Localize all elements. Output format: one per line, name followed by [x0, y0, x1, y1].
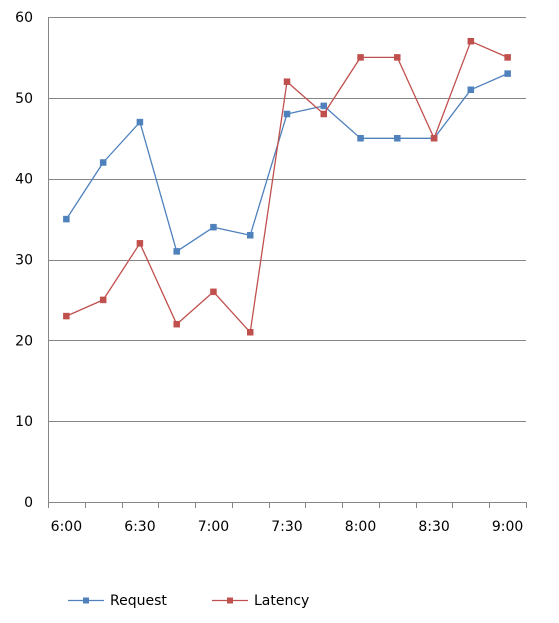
- y-tick-label: 20: [15, 333, 33, 349]
- data-point: [173, 248, 180, 255]
- legend-item-request: Request: [68, 593, 167, 609]
- y-tick-label: 50: [15, 91, 33, 107]
- data-point: [210, 223, 217, 231]
- data-point: [467, 38, 475, 45]
- data-point: [246, 232, 254, 239]
- legend-swatch-marker: [227, 597, 233, 604]
- data-point: [430, 135, 438, 142]
- x-tick-label: 7:00: [198, 519, 229, 535]
- y-tick-labels: 0 10 20 30 40 50 60: [15, 10, 33, 511]
- data-point: [99, 296, 107, 304]
- legend-label: Request: [110, 593, 167, 609]
- y-tick-label: 10: [15, 414, 33, 430]
- x-tick-labels: 6:00 6:30 7:00 7:30 8:00 8:30 9:00: [51, 519, 524, 535]
- series: [63, 38, 511, 336]
- data-point: [136, 240, 144, 247]
- data-point: [320, 102, 328, 110]
- data-point: [283, 78, 291, 85]
- y-tick-label: 60: [15, 10, 33, 26]
- data-point: [173, 320, 180, 328]
- data-point: [63, 312, 70, 320]
- data-point: [320, 110, 328, 118]
- x-tick-label: 8:30: [418, 519, 449, 535]
- legend: Request Latency: [68, 593, 309, 609]
- data-point: [136, 118, 144, 126]
- data-point: [210, 288, 217, 296]
- legend-swatch-marker: [83, 597, 89, 604]
- x-tick-label: 8:00: [345, 519, 376, 535]
- data-point: [467, 86, 475, 93]
- data-point: [504, 54, 511, 61]
- y-tick-label: 0: [24, 495, 33, 511]
- x-tick-label: 7:30: [271, 519, 302, 535]
- y-tick-label: 30: [15, 253, 33, 269]
- data-point: [357, 54, 364, 61]
- axes: [48, 17, 527, 508]
- data-point: [394, 54, 401, 61]
- data-point: [394, 135, 401, 142]
- data-point: [246, 329, 254, 336]
- x-tick-label: 6:00: [51, 519, 82, 535]
- data-point: [63, 215, 70, 223]
- data-point: [357, 135, 364, 142]
- data-point: [504, 70, 511, 77]
- legend-item-latency: Latency: [212, 593, 309, 609]
- series-latency: [63, 38, 511, 336]
- x-tick-label: 9:00: [492, 519, 523, 535]
- data-point: [283, 110, 291, 118]
- grid-lines: [48, 17, 526, 422]
- x-tick-label: 6:30: [124, 519, 155, 535]
- data-point: [99, 159, 107, 166]
- series-line-request: [65, 73, 508, 253]
- series-line-latency: [66, 40, 508, 333]
- y-tick-label: 40: [15, 172, 33, 188]
- legend-label: Latency: [254, 593, 309, 609]
